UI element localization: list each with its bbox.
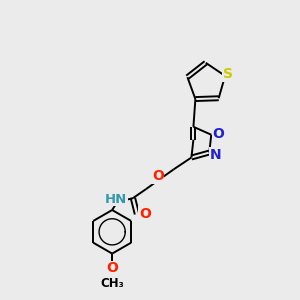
Text: S: S (223, 67, 233, 81)
Text: O: O (139, 207, 151, 221)
Text: HN: HN (105, 193, 127, 206)
Text: CH₃: CH₃ (100, 277, 124, 290)
Text: N: N (209, 148, 221, 161)
Text: O: O (152, 169, 164, 183)
Text: O: O (212, 127, 224, 141)
Text: O: O (106, 262, 118, 275)
